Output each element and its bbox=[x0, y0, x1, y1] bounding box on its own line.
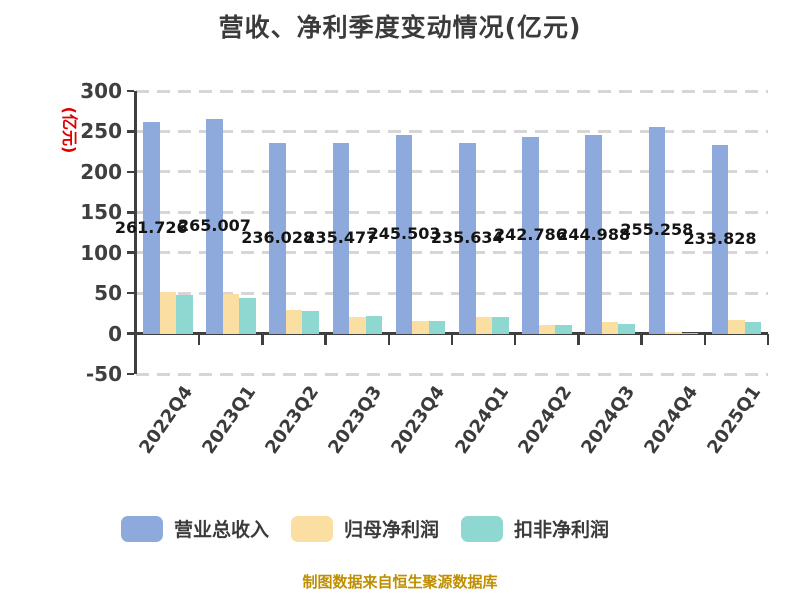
x-category-label-2023Q4: 2023Q4 bbox=[387, 382, 450, 458]
y-tick-label-200: 200 bbox=[80, 159, 122, 184]
gridline-150 bbox=[136, 210, 768, 214]
total-revenue-value-label-2023Q4: 245.503 bbox=[367, 224, 441, 244]
x-axis-tick-6 bbox=[513, 333, 517, 345]
x-category-label-2023Q1: 2023Q1 bbox=[198, 382, 261, 458]
gridline-250 bbox=[136, 129, 768, 133]
total-revenue-value-label-2024Q4: 255.258 bbox=[620, 220, 694, 240]
non-gaap-net-profit-bar-2023Q2 bbox=[302, 310, 319, 334]
gridline-100 bbox=[136, 251, 768, 255]
total-revenue-value-label-2023Q1: 265.007 bbox=[178, 216, 251, 236]
x-axis-tick-10 bbox=[766, 333, 770, 345]
non-gaap-net-profit-bar-2023Q1 bbox=[239, 297, 256, 334]
gridline--50 bbox=[136, 372, 768, 376]
legend-swatch-non-gaap-net-profit bbox=[461, 515, 503, 542]
legend-item-net-profit-attributable: 归母净利润 bbox=[290, 515, 439, 542]
plot-area: 261.726 265.007 236.028 235.477 245.503 235.6… bbox=[115, 89, 770, 376]
total-revenue-value-label-2024Q3: 244.988 bbox=[557, 224, 631, 244]
net-profit-attributable-bar-2024Q1 bbox=[475, 316, 492, 334]
y-tick-label-50: 50 bbox=[94, 281, 122, 306]
total-revenue-value-label-2022Q4: 261.726 bbox=[114, 217, 188, 237]
x-category-label-2024Q4: 2024Q4 bbox=[640, 382, 703, 458]
x-axis-tick-8 bbox=[640, 333, 643, 345]
net-profit-attributable-bar-2024Q3 bbox=[601, 321, 619, 334]
x-category-label-2023Q2: 2023Q2 bbox=[261, 382, 324, 458]
non-gaap-net-profit-bar-2023Q4 bbox=[428, 321, 446, 334]
y-axis-tick-100 bbox=[127, 251, 134, 254]
x-category-label-2022Q4: 2022Q4 bbox=[134, 382, 197, 458]
x-category-label-2024Q2: 2024Q2 bbox=[514, 382, 577, 458]
legend-label-net-profit-attributable: 归母净利润 bbox=[343, 519, 439, 541]
legend-swatch-total-revenue bbox=[120, 515, 163, 542]
y-tick-label--50: -50 bbox=[85, 362, 122, 386]
legend-swatch-net-profit-attributable bbox=[290, 515, 333, 542]
y-tick-label-300: 300 bbox=[80, 79, 122, 103]
total-revenue-bar-2023Q2 bbox=[269, 142, 286, 334]
y-axis-tick-200 bbox=[127, 170, 134, 174]
non-gaap-net-profit-bar-2024Q1 bbox=[492, 316, 509, 334]
x-axis-tick-7 bbox=[577, 333, 580, 345]
total-revenue-bar-2022Q4 bbox=[143, 121, 160, 334]
chart-title: 营收、净利季度变动情况(亿元) bbox=[218, 13, 582, 42]
legend-label-total-revenue: 营业总收入 bbox=[173, 519, 269, 541]
legend: 营业总收入 归母净利润 扣非净利润 bbox=[0, 515, 730, 542]
total-revenue-bar-2024Q3 bbox=[585, 135, 602, 334]
x-category-label-2024Q1: 2024Q1 bbox=[450, 382, 513, 458]
net-profit-attributable-bar-2024Q2 bbox=[538, 324, 556, 334]
total-revenue-bar-2023Q4 bbox=[395, 135, 413, 334]
y-tick-label-150: 150 bbox=[80, 200, 122, 225]
net-profit-attributable-bar-2025Q1 bbox=[728, 319, 745, 334]
x-axis-tick-5 bbox=[450, 333, 454, 345]
x-axis-tick-4 bbox=[387, 333, 391, 345]
gridline-300 bbox=[136, 89, 768, 93]
total-revenue-bar-2024Q2 bbox=[522, 137, 539, 334]
x-axis-tick-0 bbox=[134, 333, 138, 345]
y-axis-tick-50 bbox=[127, 291, 134, 295]
net-profit-attributable-bar-2024Q4 bbox=[665, 331, 682, 334]
net-profit-attributable-bar-2022Q4 bbox=[159, 292, 176, 334]
non-gaap-net-profit-bar-2024Q3 bbox=[618, 323, 635, 334]
net-profit-attributable-bar-2023Q1 bbox=[222, 294, 240, 334]
non-gaap-net-profit-bar-2025Q1 bbox=[744, 321, 762, 334]
gridline-50 bbox=[136, 291, 768, 295]
gridline-200 bbox=[136, 170, 768, 174]
total-revenue-bar-2024Q4 bbox=[648, 127, 666, 334]
total-revenue-value-label-2024Q2: 242.786 bbox=[494, 225, 567, 245]
y-tick-label-250: 250 bbox=[80, 119, 122, 144]
non-gaap-net-profit-bar-2024Q4 bbox=[681, 332, 699, 334]
net-profit-attributable-bar-2023Q2 bbox=[285, 310, 303, 334]
non-gaap-net-profit-bar-2024Q2 bbox=[555, 325, 572, 334]
y-tick-label-100: 100 bbox=[80, 240, 122, 265]
x-category-label-2024Q3: 2024Q3 bbox=[577, 382, 640, 458]
x-category-label-2025Q1: 2025Q1 bbox=[703, 382, 766, 458]
total-revenue-bar-2024Q1 bbox=[459, 143, 476, 334]
net-profit-attributable-bar-2023Q4 bbox=[412, 321, 429, 334]
total-revenue-bar-2023Q3 bbox=[332, 143, 350, 334]
y-axis-tick-150 bbox=[127, 211, 134, 214]
total-revenue-value-label-2023Q3: 235.477 bbox=[304, 228, 378, 248]
non-gaap-net-profit-bar-2022Q4 bbox=[176, 294, 193, 334]
y-tick-label-0: 0 bbox=[108, 321, 122, 346]
non-gaap-net-profit-bar-2023Q3 bbox=[365, 315, 383, 334]
y-axis bbox=[134, 91, 137, 374]
y-axis-tick-300 bbox=[127, 89, 134, 93]
total-revenue-value-label-2025Q1: 233.828 bbox=[683, 229, 757, 249]
total-revenue-bar-2025Q1 bbox=[711, 144, 729, 334]
net-profit-attributable-bar-2023Q3 bbox=[349, 316, 366, 334]
x-axis-tick-9 bbox=[703, 333, 707, 345]
data-source-footer: 制图数据来自恒生聚源数据库 bbox=[302, 573, 498, 591]
total-revenue-value-label-2023Q2: 236.028 bbox=[241, 228, 315, 248]
y-axis-tick-0 bbox=[127, 332, 134, 335]
total-revenue-value-label-2024Q1: 235.634 bbox=[430, 228, 504, 248]
legend-item-total-revenue: 营业总收入 bbox=[120, 515, 269, 542]
legend-label-non-gaap-net-profit: 扣非净利润 bbox=[514, 519, 610, 541]
y-axis-tick-250 bbox=[127, 130, 134, 133]
x-axis-tick-3 bbox=[324, 333, 327, 345]
legend-item-non-gaap-net-profit: 扣非净利润 bbox=[461, 515, 609, 542]
total-revenue-bar-2023Q1 bbox=[206, 119, 223, 334]
x-axis-tick-2 bbox=[261, 333, 264, 345]
x-category-label-2023Q3: 2023Q3 bbox=[324, 382, 387, 458]
x-axis-tick-1 bbox=[197, 333, 201, 345]
y-axis-tick--50 bbox=[127, 372, 134, 376]
